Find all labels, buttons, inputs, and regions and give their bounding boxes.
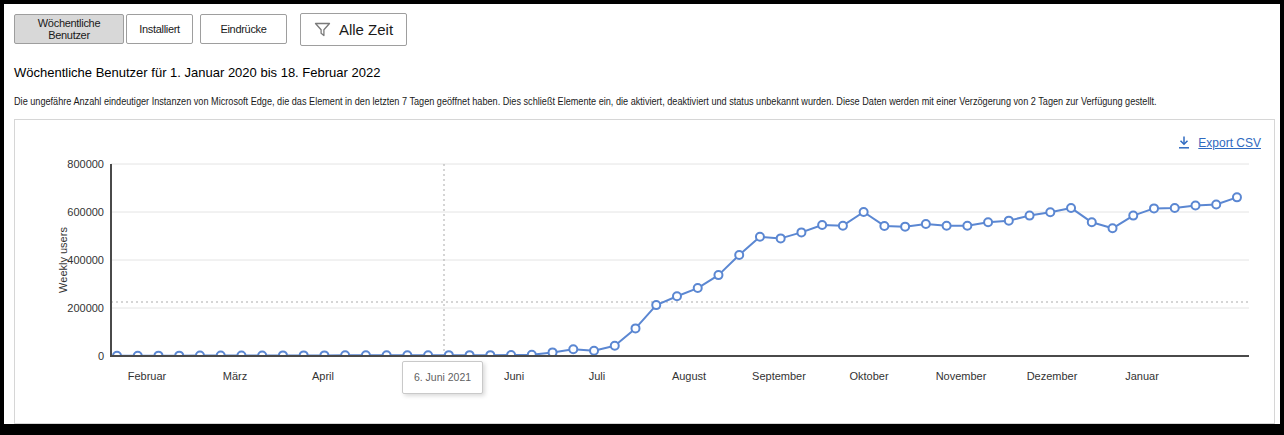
data-point[interactable] bbox=[860, 208, 868, 216]
weekly-users-tab-button[interactable]: Wöchentliche Benutzer bbox=[14, 14, 124, 44]
data-point[interactable] bbox=[632, 324, 640, 332]
data-point[interactable] bbox=[590, 347, 598, 355]
data-point[interactable] bbox=[1046, 208, 1054, 216]
y-axis-tick-label: 600000 bbox=[67, 206, 104, 218]
data-point[interactable] bbox=[963, 222, 971, 230]
data-point[interactable] bbox=[880, 222, 888, 230]
impressions-tab-button[interactable]: Eindrücke bbox=[200, 14, 287, 44]
data-point[interactable] bbox=[694, 284, 702, 292]
x-axis-label: August bbox=[672, 370, 706, 382]
data-point[interactable] bbox=[1191, 202, 1199, 210]
y-axis-title: Weekly users bbox=[57, 227, 69, 293]
data-point[interactable] bbox=[1233, 193, 1241, 201]
x-axis-label: Februar bbox=[128, 370, 167, 382]
download-icon bbox=[1177, 135, 1191, 150]
x-axis-label: April bbox=[312, 370, 334, 382]
data-point[interactable] bbox=[652, 301, 660, 309]
data-point[interactable] bbox=[943, 222, 951, 230]
chart-hover-tooltip: 6. Juni 2021 bbox=[402, 361, 483, 394]
export-csv-label: Export CSV bbox=[1198, 136, 1261, 150]
chart-panel: Export CSV 0 200000 400000 600000 800000 Week… bbox=[14, 119, 1275, 424]
x-axis-label: Juli bbox=[589, 370, 606, 382]
data-point[interactable] bbox=[1067, 204, 1075, 212]
data-point[interactable] bbox=[1212, 201, 1220, 209]
installed-tab-button[interactable]: Installiert bbox=[126, 14, 193, 44]
filter-funnel-icon bbox=[314, 22, 331, 38]
data-point[interactable] bbox=[1129, 212, 1137, 220]
x-axis-label: Dezember bbox=[1027, 370, 1078, 382]
data-series-group bbox=[113, 193, 1241, 359]
data-point[interactable] bbox=[1171, 204, 1179, 212]
data-point[interactable] bbox=[818, 221, 826, 229]
page-title: Wöchentliche Benutzer für 1. Januar 2020… bbox=[14, 65, 380, 80]
y-axis-tick-label: 800000 bbox=[67, 158, 104, 170]
weekly-users-line-chart: 0 200000 400000 600000 800000 Weekly users Feb… bbox=[15, 120, 1274, 423]
page-frame: Wöchentliche Benutzer Installiert Eindrü… bbox=[0, 0, 1284, 435]
data-point[interactable] bbox=[922, 220, 930, 228]
y-axis-tick-label: 200000 bbox=[67, 302, 104, 314]
data-point[interactable] bbox=[673, 292, 681, 300]
data-point[interactable] bbox=[714, 271, 722, 279]
data-point[interactable] bbox=[735, 251, 743, 259]
x-axis-label: Oktober bbox=[849, 370, 888, 382]
data-point[interactable] bbox=[839, 222, 847, 230]
x-axis-label: Januar bbox=[1125, 370, 1159, 382]
data-point[interactable] bbox=[1026, 212, 1034, 220]
data-point[interactable] bbox=[797, 228, 805, 236]
x-axis-label: März bbox=[223, 370, 247, 382]
data-point[interactable] bbox=[1088, 218, 1096, 226]
data-point[interactable] bbox=[756, 233, 764, 241]
data-point[interactable] bbox=[1005, 217, 1013, 225]
x-axis-label: November bbox=[936, 370, 987, 382]
data-point[interactable] bbox=[569, 345, 577, 353]
data-point[interactable] bbox=[1109, 224, 1117, 232]
data-point[interactable] bbox=[901, 223, 909, 231]
data-point[interactable] bbox=[777, 234, 785, 242]
page-description: Die ungefähre Anzahl eindeutiger Instanz… bbox=[14, 95, 1284, 107]
time-range-filter-button[interactable]: Alle Zeit bbox=[300, 13, 407, 46]
export-csv-link[interactable]: Export CSV bbox=[1177, 135, 1261, 150]
data-line bbox=[117, 197, 1237, 355]
time-range-filter-label: Alle Zeit bbox=[339, 21, 393, 38]
data-point[interactable] bbox=[611, 342, 619, 350]
data-point[interactable] bbox=[528, 351, 536, 359]
x-axis-label: Juni bbox=[504, 370, 524, 382]
y-axis-tick-label: 0 bbox=[98, 350, 104, 362]
y-axis-tick-label: 400000 bbox=[67, 254, 104, 266]
data-point[interactable] bbox=[1150, 204, 1158, 212]
data-point[interactable] bbox=[984, 218, 992, 226]
x-axis-label: September bbox=[752, 370, 806, 382]
